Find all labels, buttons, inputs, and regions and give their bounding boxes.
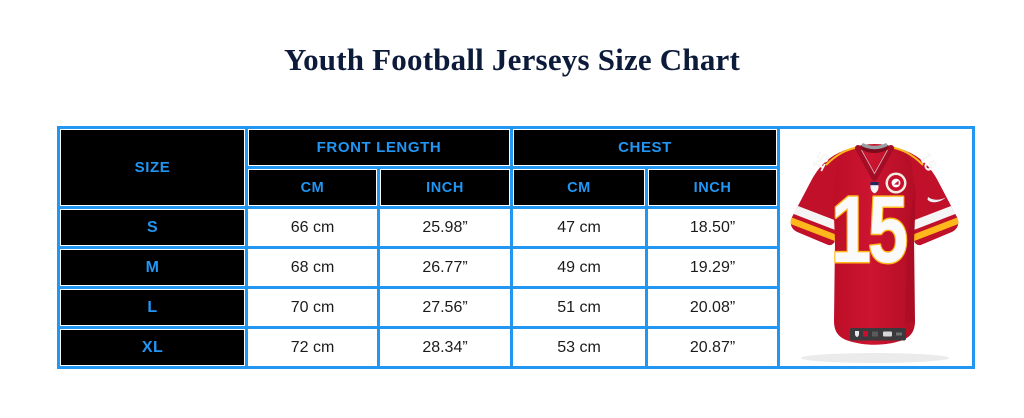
header-front-cm: CM (245, 166, 380, 209)
chest-inch-s: 18.50” (645, 206, 780, 249)
size-label-xl: XL (57, 326, 248, 369)
chest-cm-l: 51 cm (510, 286, 648, 329)
front-inch-s: 25.98” (377, 206, 513, 249)
jersey-torso (833, 143, 916, 345)
chest-cm-m: 49 cm (510, 246, 648, 289)
back-collar (861, 142, 888, 149)
front-cm-s: 66 cm (245, 206, 380, 249)
header-size: SIZE (57, 126, 248, 209)
front-inch-m: 26.77” (377, 246, 513, 289)
right-sleeve-gold-stripe (911, 214, 959, 241)
nfl-shield-icon (870, 181, 879, 193)
header-chest: CHEST (510, 126, 780, 169)
table-row: L 70 cm 27.56” 51 cm 20.08” (57, 286, 974, 329)
front-inch-xl: 28.34” (377, 326, 513, 369)
size-label-s: S (57, 206, 248, 249)
header-front-length: FRONT LENGTH (245, 126, 513, 169)
jersey-right-sleeve (901, 148, 959, 245)
jersey-image: 15 15 15 (780, 131, 969, 365)
table-row: M 68 cm 26.77” 49 cm 19.29” (57, 246, 974, 289)
size-label-m: M (57, 246, 248, 289)
front-cm-xl: 72 cm (245, 326, 380, 369)
v-neck-trim (855, 144, 894, 181)
right-sleeve-white-stripe (907, 202, 959, 231)
table-row: S 66 cm 25.98” 47 cm 18.50” (57, 206, 974, 249)
chest-cm-xl: 53 cm (510, 326, 648, 369)
swoosh-icon (927, 196, 946, 202)
header-row-groups: SIZE FRONT LENGTH CHEST (57, 126, 975, 369)
chest-number: 15 (831, 176, 907, 282)
table-row: XL 72 cm 28.34” 53 cm 20.87” (57, 326, 974, 369)
jersey-product-image-cell: 15 15 15 (777, 126, 975, 369)
front-inch-l: 27.56” (377, 286, 513, 329)
jersey-side-shading (905, 192, 916, 324)
chest-cm-s: 47 cm (510, 206, 648, 249)
header-chest-cm: CM (510, 166, 648, 209)
chest-inch-m: 19.29” (645, 246, 780, 289)
header-chest-inch: INCH (645, 166, 780, 209)
jock-tag (850, 327, 906, 340)
chest-inch-xl: 20.87” (645, 326, 780, 369)
size-label-l: L (57, 286, 248, 329)
chest-inch-l: 20.08” (645, 286, 780, 329)
football-jersey-illustration: 15 15 15 (790, 142, 959, 363)
page-title: Youth Football Jerseys Size Chart (283, 42, 741, 77)
left-sleeve-gold-stripe (790, 214, 838, 241)
header-front-inch: INCH (377, 166, 513, 209)
size-chart-table: SIZE FRONT LENGTH CHEST (57, 126, 975, 369)
header-row-units: CM INCH CM INCH (59, 166, 974, 209)
team-patch-icon (885, 172, 907, 193)
front-cm-m: 68 cm (245, 246, 380, 289)
jersey-shadow (801, 352, 949, 363)
v-neck-highlight (861, 149, 888, 174)
jersey-left-sleeve (790, 148, 848, 245)
front-cm-l: 70 cm (245, 286, 380, 329)
